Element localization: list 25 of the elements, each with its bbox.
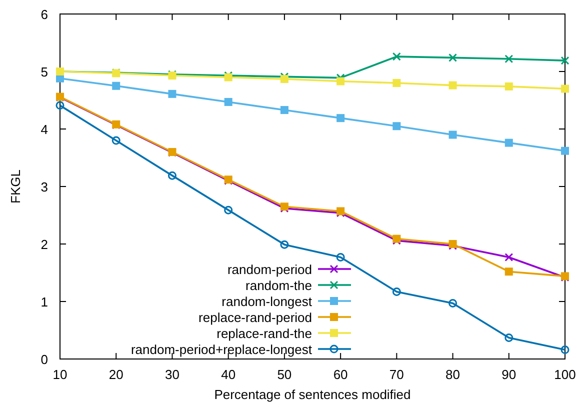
- x-tick-label: 40: [221, 367, 236, 382]
- y-tick-label: 3: [40, 180, 48, 194]
- x-tick-label: 20: [108, 367, 124, 382]
- y-tick-label: 2: [40, 237, 48, 252]
- x-tick-label: 30: [164, 367, 180, 382]
- y-axis-title: FKGL: [8, 170, 23, 204]
- y-tick-label: 1: [40, 294, 48, 310]
- y-tick-label: 0: [40, 352, 48, 367]
- x-tick-label: 50: [277, 367, 292, 382]
- legend-label: random-period: [227, 262, 312, 277]
- x-tick-label: 70: [389, 367, 404, 382]
- y-tick-label: 4: [40, 122, 48, 137]
- y-tick-label: 5: [40, 64, 48, 80]
- x-tick-label: 90: [502, 367, 516, 382]
- legend-label: random-period+replace-longest: [130, 342, 312, 357]
- x-tick-label: 100: [554, 367, 576, 382]
- x-tick-label: 80: [446, 367, 460, 382]
- legend-label: replace-rand-period: [198, 310, 312, 325]
- legend-label: replace-rand-the: [216, 326, 312, 341]
- legend-label: random-longest: [222, 294, 312, 309]
- legend-label: random-the: [246, 278, 312, 293]
- x-tick-label: 10: [52, 367, 68, 382]
- y-tick-label: 6: [40, 7, 48, 22]
- x-tick-label: 60: [333, 367, 348, 382]
- x-axis-title: Percentage of sentences modified: [214, 387, 411, 402]
